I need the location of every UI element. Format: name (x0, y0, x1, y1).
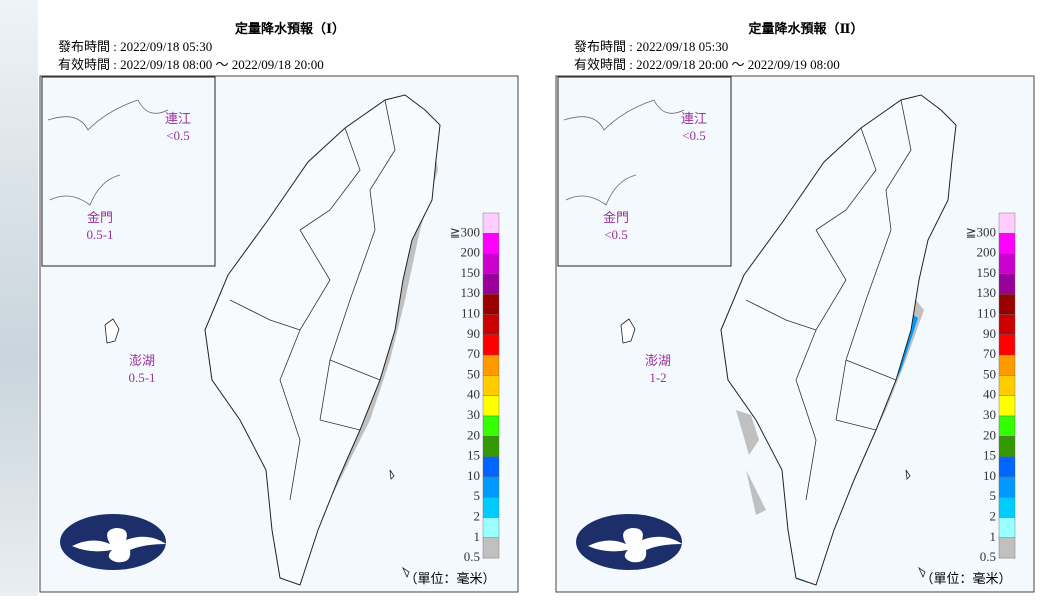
legend-swatch (998, 395, 1016, 417)
region-name: 澎湖 (129, 353, 155, 368)
legend-label: 10 (983, 468, 996, 483)
region-name: 金門 (603, 210, 629, 225)
legend-label: 1 (474, 529, 481, 544)
legend-swatch (998, 294, 1016, 315)
unit-label: （單位：毫米） (404, 571, 495, 586)
legend-label: 2 (474, 508, 481, 523)
legend-swatch (998, 354, 1016, 376)
legend-label: 30 (983, 407, 996, 422)
legend-label: 70 (983, 346, 996, 361)
legend-swatch (482, 476, 500, 498)
legend-label: 15 (983, 448, 996, 463)
legend-swatch (482, 212, 500, 234)
legend-label: 40 (983, 387, 996, 402)
legend-swatch (482, 456, 500, 478)
legend-label: 5 (990, 488, 997, 503)
map-title: 定量降水預報（Ⅰ） (234, 21, 345, 36)
region-name: 金門 (87, 210, 113, 225)
legend-swatch (482, 497, 500, 518)
issue-time: 發布時間 : 2022/09/18 05:30 (574, 39, 728, 54)
valid-time: 有效時間 : 2022/09/18 08:00 ～ 2022/09/18 20:… (58, 57, 324, 72)
legend-label: 150 (461, 265, 481, 280)
legend-swatch (998, 436, 1016, 457)
map-title: 定量降水預報（Ⅱ） (748, 21, 864, 36)
legend-swatch (998, 497, 1016, 518)
legend-label: 10 (467, 468, 480, 483)
side-strip (0, 0, 38, 596)
region-name: 澎湖 (645, 353, 671, 368)
inset-box (557, 76, 732, 267)
legend-swatch (998, 517, 1016, 538)
legend-swatch (482, 233, 500, 254)
region-amount: <0.5 (604, 227, 628, 242)
legend-swatch (998, 415, 1016, 437)
legend-label: 50 (467, 366, 480, 381)
legend-swatch (998, 314, 1016, 335)
panel: 定量降水預報（Ⅱ） 發布時間 : 2022/09/18 05:30 有效時間 : 2… (555, 21, 1035, 593)
legend-label: 20 (983, 427, 996, 442)
issue-time: 發布時間 : 2022/09/18 05:30 (58, 39, 212, 54)
valid-time: 有效時間 : 2022/09/18 20:00 ～ 2022/09/19 08:… (574, 57, 840, 72)
legend-label: 1 (990, 529, 997, 544)
legend-swatch (482, 314, 500, 335)
legend-label: 30 (467, 407, 480, 422)
legend-swatch (482, 415, 500, 437)
legend-label: 110 (461, 305, 480, 320)
unit-label: （單位：毫米） (920, 571, 1011, 586)
region-amount: <0.5 (166, 128, 190, 143)
legend-swatch (482, 294, 500, 315)
legend-swatch (482, 354, 500, 376)
legend-swatch (998, 456, 1016, 478)
legend-swatch (482, 334, 500, 356)
legend-label: 40 (467, 387, 480, 402)
region-amount: 0.5-1 (128, 370, 155, 385)
legend-label: 90 (983, 326, 996, 341)
legend-swatch (998, 537, 1016, 559)
legend-swatch (482, 436, 500, 457)
legend-swatch (482, 253, 500, 275)
legend-label: 0.5 (980, 549, 996, 564)
legend-label: 110 (977, 305, 996, 320)
legend-swatch (998, 273, 1016, 295)
legend-label: ≧300 (450, 224, 480, 239)
legend-label: 5 (474, 488, 481, 503)
legend-label: 0.5 (464, 549, 480, 564)
legend-swatch (998, 476, 1016, 498)
legend-swatch (998, 334, 1016, 356)
legend-swatch (998, 233, 1016, 254)
legend-swatch (482, 537, 500, 559)
region-amount: 1-2 (649, 370, 666, 385)
legend-label: 20 (467, 427, 480, 442)
legend-label: 200 (461, 245, 481, 260)
region-amount: 0.5-1 (86, 227, 113, 242)
legend-label: 150 (977, 265, 997, 280)
legend-label: 15 (467, 448, 480, 463)
legend-label: 50 (983, 366, 996, 381)
legend-swatch (998, 253, 1016, 275)
legend-label: 130 (977, 285, 997, 300)
inset-box (41, 76, 216, 267)
region-name: 連江 (681, 111, 707, 126)
legend-swatch (998, 212, 1016, 234)
legend-label: ≧300 (966, 224, 996, 239)
legend-label: 70 (467, 346, 480, 361)
legend-swatch (482, 375, 500, 396)
legend-label: 90 (467, 326, 480, 341)
legend-swatch (482, 517, 500, 538)
legend-swatch (482, 395, 500, 417)
legend-label: 2 (990, 508, 997, 523)
region-name: 連江 (165, 111, 191, 126)
legend-swatch (482, 273, 500, 295)
legend-label: 200 (977, 245, 997, 260)
legend-label: 130 (461, 285, 481, 300)
panel: 定量降水預報（Ⅰ） 發布時間 : 2022/09/18 05:30 有效時間 : 2… (39, 21, 519, 593)
legend-swatch (998, 375, 1016, 396)
region-amount: <0.5 (682, 128, 706, 143)
